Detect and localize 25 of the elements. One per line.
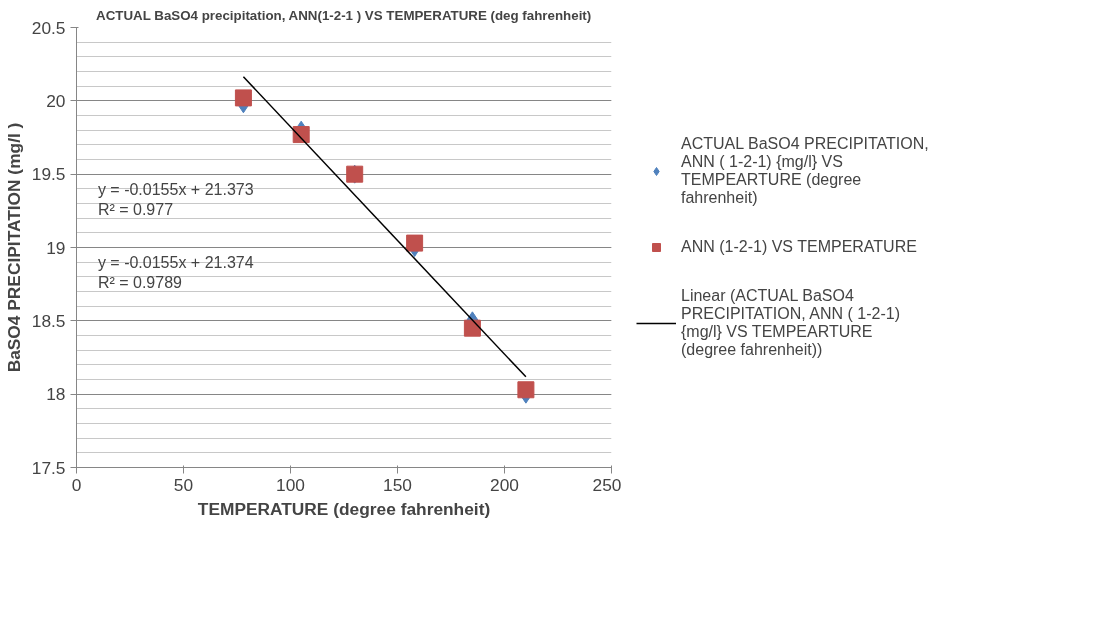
annotation: y = -0.0155x + 21.373 R² = 0.977 bbox=[97, 180, 254, 219]
y-tick-label: 17.5 bbox=[31, 457, 66, 478]
y-tick-label: 19 bbox=[46, 237, 66, 258]
x-tick-label: 200 bbox=[490, 474, 519, 495]
y-tick-label: 18 bbox=[46, 384, 66, 405]
legend-label: ANN (1-2-1) VS TEMPERATURE bbox=[681, 238, 917, 256]
x-tick-label: 150 bbox=[383, 474, 412, 495]
y-tick-label: 19.5 bbox=[31, 164, 66, 185]
point bbox=[517, 381, 535, 399]
legend-label: ACTUAL BaSO4 PRECIPITATION, ANN ( 1-2-1) {mg/l} VS TEMPEARTURE (degree fahrenheit) bbox=[681, 135, 929, 207]
x-tick-label: 0 bbox=[71, 474, 82, 495]
point bbox=[234, 89, 252, 107]
y-axis-title: BaSO4 PRECIPITATION (mg/l ) bbox=[3, 122, 24, 373]
point bbox=[406, 234, 424, 252]
x-axis-title: TEMPERATURE (degree fahrenheit) bbox=[197, 498, 491, 519]
x-tick-label: 50 bbox=[173, 474, 194, 495]
y-tick-label: 20.5 bbox=[31, 17, 66, 38]
legend-label: Linear (ACTUAL BaSO4 PRECIPITATION, ANN ( 1-2-1) {mg/l} VS TEMPEARTURE (degree fahrenheit)) bbox=[681, 287, 900, 359]
y-tick-label: 20 bbox=[46, 90, 66, 111]
x-tick-label: 250 bbox=[592, 474, 622, 495]
y-tick-label: 18.5 bbox=[31, 310, 66, 331]
point bbox=[463, 319, 481, 337]
x-tick-label: 100 bbox=[276, 474, 305, 495]
chart-title: ACTUAL BaSO4 precipitation, ANN(1-2-1 ) VS TEMPERATURE (deg fahrenheit) bbox=[96, 7, 592, 23]
annotation: y = -0.0155x + 21.374 R² = 0.9789 bbox=[97, 254, 254, 292]
